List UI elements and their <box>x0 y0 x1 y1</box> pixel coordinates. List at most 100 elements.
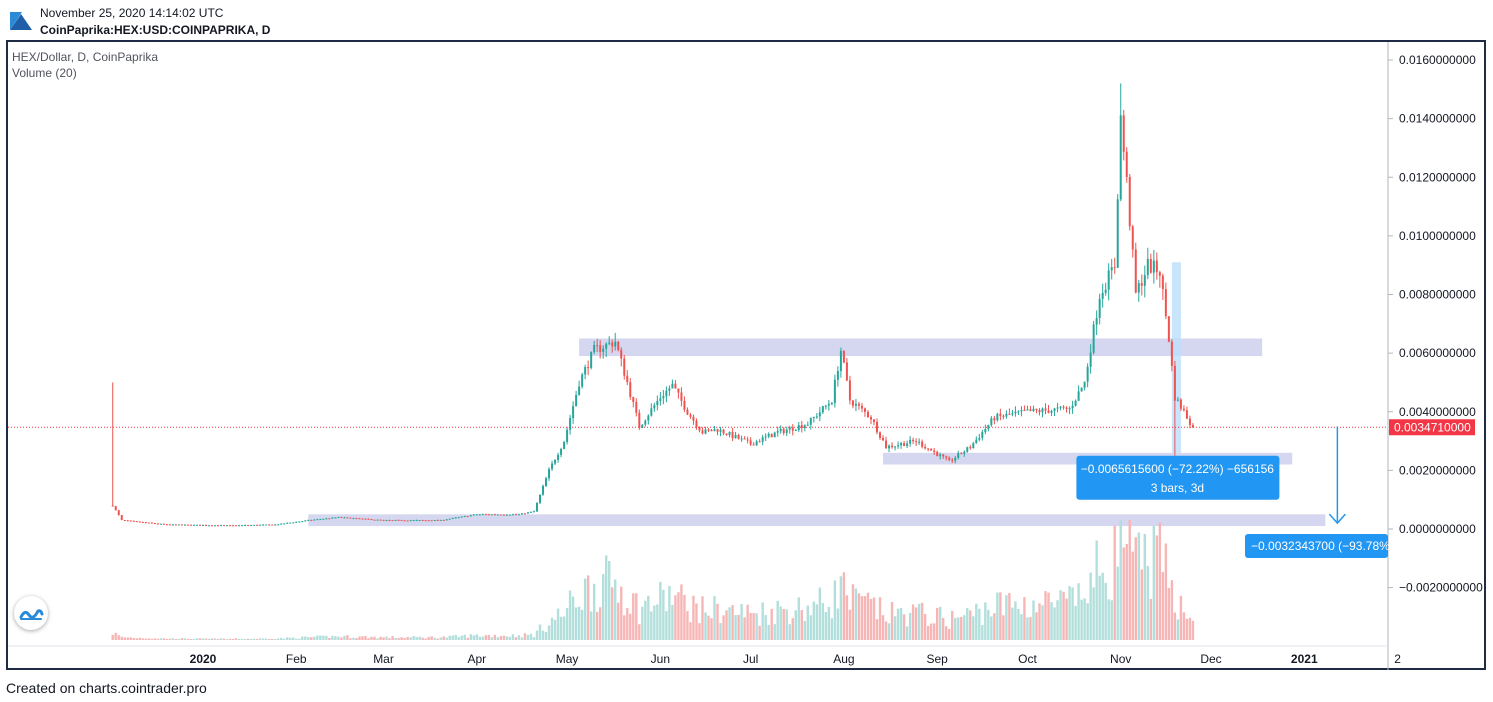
candle-body <box>532 511 535 513</box>
candle-body <box>241 525 244 527</box>
candle-body <box>960 453 963 455</box>
candle-body <box>162 523 165 525</box>
volume-bar <box>948 628 951 640</box>
volume-bar <box>731 605 734 640</box>
candle-body <box>238 525 241 527</box>
volume-bar <box>352 637 355 640</box>
candle-body <box>349 517 352 519</box>
volume-bar <box>316 635 319 640</box>
volume-bar <box>1089 572 1092 640</box>
measure-label-box[interactable] <box>1076 455 1280 500</box>
volume-bar <box>809 615 813 640</box>
candle-body <box>1155 260 1158 273</box>
volume-bar <box>228 638 232 640</box>
tradingview-badge[interactable] <box>14 596 48 630</box>
volume-bar <box>370 636 373 640</box>
volume-bar <box>286 637 289 640</box>
candle-body <box>202 525 204 527</box>
volume-bar <box>999 592 1002 640</box>
volume-bar <box>626 607 629 640</box>
volume-bar <box>373 636 376 640</box>
volume-bar <box>120 636 123 640</box>
candle-body <box>147 522 150 524</box>
volume-bar <box>565 608 569 640</box>
volume-bar <box>1041 605 1044 640</box>
volume-bar <box>577 606 581 640</box>
series-legend[interactable]: HEX/Dollar, D, CoinPaprika <box>12 50 159 64</box>
volume-bar <box>1098 575 1101 640</box>
volume-bar <box>280 637 283 640</box>
candle-body <box>123 520 126 522</box>
candle-body <box>150 522 153 524</box>
volume-bar <box>668 586 671 640</box>
volume-bar <box>788 624 791 640</box>
candle-body <box>614 341 617 347</box>
volume-bar <box>1146 565 1150 640</box>
candle-body <box>247 525 250 527</box>
volume-bar <box>698 623 701 640</box>
candle-body <box>316 519 319 521</box>
candle-body <box>629 382 632 397</box>
candle-body <box>993 418 996 421</box>
candle-body <box>894 446 897 448</box>
volume-bar <box>1140 569 1143 640</box>
candle-body <box>548 469 551 479</box>
volume-bar <box>129 637 132 640</box>
candle-body <box>298 521 301 523</box>
candle-body <box>114 506 117 511</box>
candle-body <box>526 512 529 514</box>
support-zone[interactable] <box>308 514 1326 527</box>
volume-bar <box>222 638 226 640</box>
volume-bar <box>213 638 217 640</box>
candle-body <box>1056 407 1059 409</box>
volume-bar <box>686 611 689 640</box>
volume-bar <box>779 606 782 640</box>
volume-bar <box>490 637 494 640</box>
volume-bar <box>186 639 190 640</box>
volume-bar <box>207 638 211 640</box>
volume-bar <box>183 638 187 640</box>
volume-bar <box>1053 607 1056 640</box>
volume-legend[interactable]: Volume (20) <box>12 66 77 80</box>
volume-bar <box>1191 620 1195 640</box>
volume-bar <box>1122 547 1125 640</box>
volume-bar <box>117 635 120 640</box>
volume-bar <box>905 626 909 640</box>
volume-bar <box>1101 572 1104 640</box>
candle-body <box>1107 270 1110 290</box>
volume-bar <box>180 638 184 640</box>
volume-bar <box>773 624 776 640</box>
measure-range[interactable] <box>1171 262 1181 453</box>
volume-bar <box>1170 580 1174 640</box>
volume-bar <box>216 639 220 640</box>
candle-body <box>824 405 827 407</box>
candle-body <box>370 519 373 521</box>
volume-bar <box>1155 535 1159 640</box>
volume-bar <box>346 635 349 640</box>
volume-bar <box>144 638 148 640</box>
volume-bar <box>556 608 560 640</box>
candle-body <box>623 358 626 376</box>
candle-body <box>364 518 367 520</box>
volume-bar <box>159 638 163 640</box>
candle-body <box>319 519 322 521</box>
volume-bar <box>713 596 716 640</box>
volume-bar <box>1029 617 1032 640</box>
time-tick-label: Nov <box>1110 652 1131 666</box>
volume-bar <box>195 638 199 640</box>
candle-body <box>806 424 809 426</box>
time-tick-label: Apr <box>467 652 486 666</box>
candle-body <box>617 341 620 350</box>
volume-bar <box>111 634 114 640</box>
candle-body <box>217 525 220 527</box>
support-zone[interactable] <box>579 338 1263 357</box>
candle-body <box>1176 399 1179 401</box>
candle-body <box>445 519 448 521</box>
projection-label-box[interactable] <box>1245 534 1388 558</box>
price-tick-label: 0.0000000000 <box>1399 522 1476 536</box>
candle-body <box>1014 411 1017 414</box>
candle-body <box>232 525 235 527</box>
volume-bar <box>1014 601 1017 640</box>
volume-bar <box>1059 590 1062 640</box>
